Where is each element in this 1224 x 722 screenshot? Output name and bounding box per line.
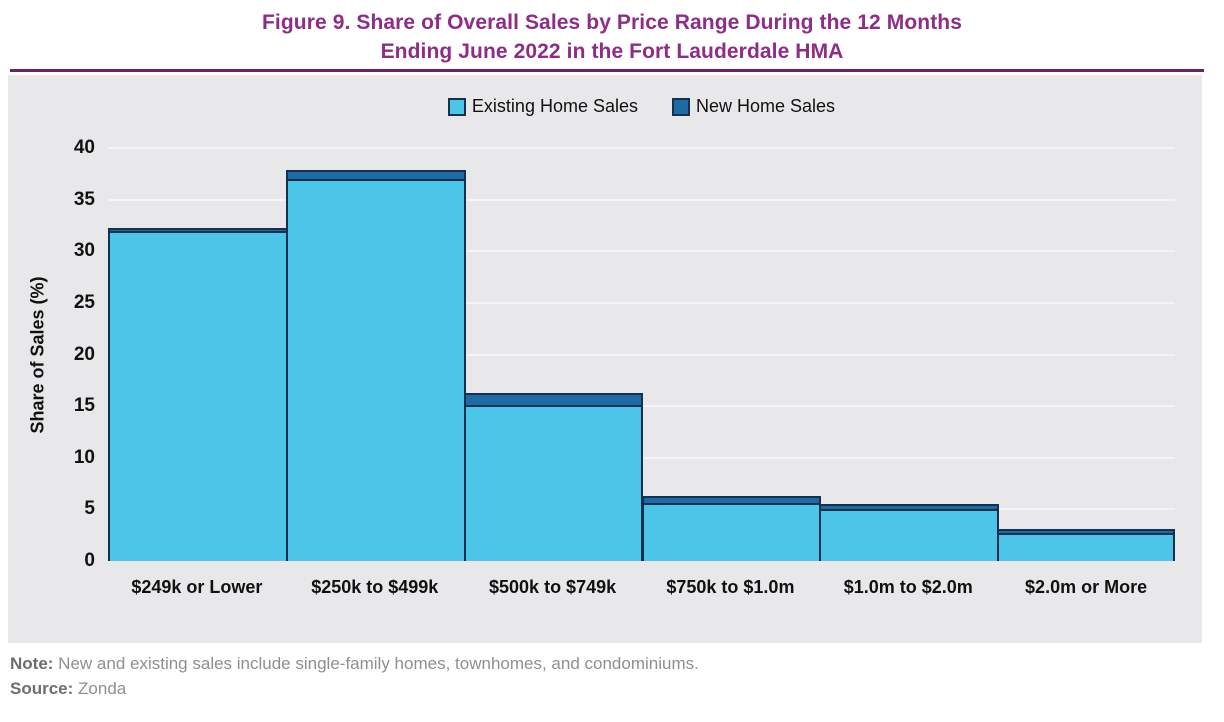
figure-title: Figure 9. Share of Overall Sales by Pric… — [0, 8, 1224, 66]
bar-existing-1 — [108, 230, 288, 561]
gridline-25 — [108, 301, 1175, 304]
legend-label: Existing Home Sales — [471, 96, 638, 116]
gridline-20 — [108, 353, 1175, 356]
note-text: New and existing sales include single-fa… — [53, 654, 699, 673]
y-tick-label-5: 5 — [84, 498, 95, 520]
bar-new-6 — [997, 529, 1175, 534]
chart-plot-area: Existing Home Sales New Home Sales 0 5 10 15 2… — [8, 75, 1202, 643]
y-tick-label-15: 15 — [73, 395, 95, 417]
bar-new-2 — [285, 169, 466, 179]
y-tick-label-10: 10 — [73, 446, 95, 468]
y-tick-label-20: 20 — [73, 343, 95, 365]
source-label: Source: — [10, 679, 74, 698]
legend-label: New Home Sales — [696, 96, 836, 116]
x-axis-label-4: $750k to $1.0m — [666, 577, 795, 597]
note-label: Note: — [10, 654, 54, 673]
figure-title-line-1: Figure 9. Share of Overall Sales by Pric… — [262, 11, 962, 34]
footnote-block: Note: New and existing sales include sin… — [10, 651, 699, 701]
gridline-30 — [108, 250, 1175, 253]
x-axis-label-6: $2.0m or More — [1025, 577, 1148, 597]
y-tick-label-25: 25 — [73, 291, 95, 313]
x-axis-label-1: $249k or Lower — [131, 577, 263, 597]
gridline-40 — [108, 147, 1175, 149]
title-divider-rule — [10, 69, 1204, 72]
bar-new-3 — [463, 392, 644, 406]
new-sales-swatch-icon — [672, 97, 690, 116]
bar-new-4 — [641, 496, 822, 504]
source-text: Zonda — [73, 679, 127, 698]
legend-item-existing: Existing Home Sales — [447, 96, 638, 117]
bar-existing-4 — [641, 503, 822, 561]
x-axis-label-2: $250k to $499k — [311, 577, 439, 597]
chart-panel: Existing Home Sales New Home Sales 0 5 10 15 2… — [8, 75, 1202, 643]
footnote-source-line: Source: Zonda — [10, 676, 699, 701]
bar-existing-2 — [285, 178, 466, 561]
y-tick-label-40: 40 — [73, 137, 95, 158]
y-tick-label-30: 30 — [73, 240, 95, 262]
footnote-note-line: Note: New and existing sales include sin… — [10, 651, 699, 676]
y-tick-label-35: 35 — [73, 188, 95, 210]
existing-sales-swatch-icon — [447, 97, 466, 116]
bar-existing-6 — [997, 533, 1175, 561]
x-axis-label-5: $1.0m to $2.0m — [843, 577, 973, 597]
bar-existing-3 — [463, 405, 644, 561]
legend-item-new: New Home Sales — [672, 96, 835, 117]
gridline-35 — [108, 198, 1175, 201]
y-axis-title: Share of Sales (%) — [27, 275, 48, 434]
bar-new-1 — [108, 227, 288, 231]
bar-new-5 — [819, 504, 1000, 510]
y-tick-label-0: 0 — [84, 550, 95, 571]
x-axis-label-3: $500k to $749k — [489, 577, 617, 597]
chart-legend: Existing Home Sales New Home Sales — [108, 96, 1175, 117]
bar-existing-5 — [819, 509, 1000, 561]
figure-title-line-2: Ending June 2022 in the Fort Lauderdale … — [380, 40, 844, 63]
